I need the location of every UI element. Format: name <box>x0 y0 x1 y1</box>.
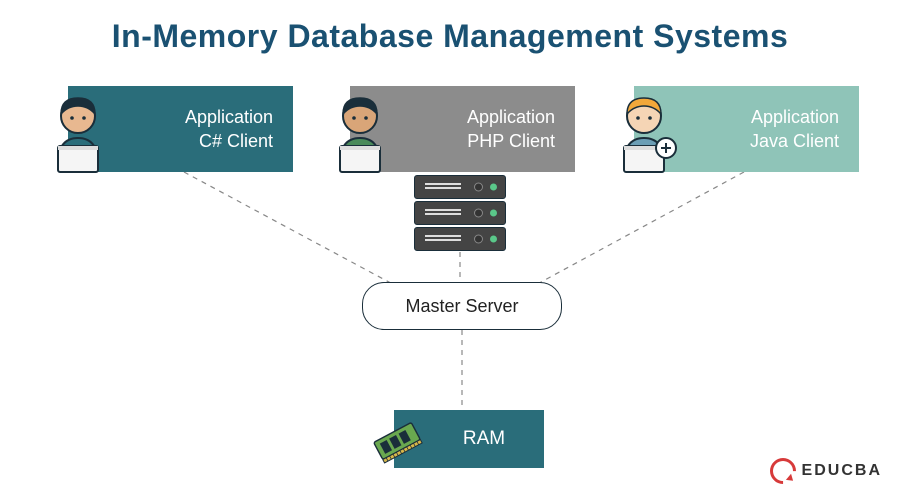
client-line1: Application <box>751 105 839 129</box>
educba-logo: EDUCBA <box>770 458 882 484</box>
ram-label: RAM <box>463 428 505 450</box>
page-title: In-Memory Database Management Systems <box>0 0 900 55</box>
logo-text: EDUCBA <box>802 462 882 480</box>
client-box-0: Application C# Client <box>68 86 293 172</box>
user-laptop-icon <box>38 86 118 172</box>
master-server-label: Master Server <box>405 296 518 317</box>
user-laptop-icon <box>604 86 684 172</box>
client-line1: Application <box>467 105 555 129</box>
client-box-2: Application Java Client <box>634 86 859 172</box>
user-laptop-icon <box>320 86 400 172</box>
client-line2: C# Client <box>199 129 273 153</box>
client-box-1: Application PHP Client <box>350 86 575 172</box>
server-stack-icon <box>414 175 506 251</box>
master-server-node: Master Server <box>362 282 562 330</box>
ram-chip-icon <box>368 412 426 470</box>
client-line1: Application <box>185 105 273 129</box>
ram-node: RAM <box>394 410 544 468</box>
logo-mark-icon <box>764 453 801 490</box>
client-line2: PHP Client <box>467 129 555 153</box>
client-line2: Java Client <box>750 129 839 153</box>
